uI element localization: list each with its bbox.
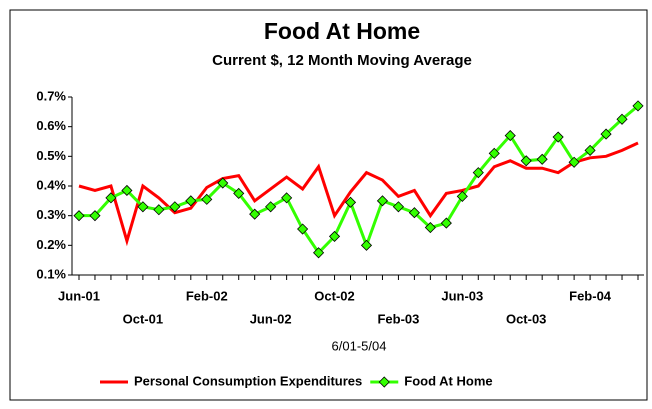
- series-marker: [313, 247, 325, 259]
- x-tick-label: Feb-03: [377, 311, 419, 326]
- x-tick-label: Jun-01: [58, 288, 100, 303]
- x-tick-label: Oct-03: [506, 311, 546, 326]
- series-marker: [185, 195, 197, 207]
- series-marker: [488, 147, 500, 159]
- series-marker: [632, 100, 644, 112]
- series-marker: [297, 223, 309, 235]
- series-marker: [536, 153, 548, 165]
- series-marker: [376, 195, 389, 207]
- series-marker: [137, 201, 149, 213]
- legend-label: Personal Consumption Expenditures: [134, 373, 362, 388]
- chart-subtitle: Current $, 12 Month Moving Average: [212, 52, 472, 69]
- y-tick-label: 0.3%: [36, 207, 66, 222]
- series-marker: [600, 128, 612, 140]
- chart-title: Food At Home: [264, 18, 420, 44]
- x-tick-label: Oct-02: [314, 288, 354, 303]
- series-marker: [424, 221, 436, 234]
- series-marker: [520, 155, 532, 167]
- series-marker: [552, 131, 564, 143]
- series-marker: [440, 217, 452, 229]
- series-marker: [584, 144, 596, 156]
- y-tick-label: 0.1%: [36, 266, 66, 281]
- series-marker: [472, 167, 484, 179]
- legend-item: Food At Home: [370, 373, 493, 388]
- x-tick-label: Oct-01: [123, 311, 163, 326]
- series-marker: [568, 156, 580, 168]
- series-marker: [616, 113, 628, 125]
- series-line: [78, 141, 639, 247]
- series-marker: [344, 196, 357, 208]
- series-marker: [281, 192, 293, 204]
- series-marker: [504, 130, 516, 142]
- series-marker: [73, 210, 85, 222]
- series-marker: [217, 177, 229, 189]
- y-tick-label: 0.6%: [36, 118, 66, 133]
- series-marker: [265, 201, 277, 213]
- series-marker: [408, 207, 420, 219]
- x-tick-label: Feb-02: [186, 288, 228, 303]
- series-marker: [105, 192, 117, 204]
- series-marker: [249, 208, 261, 220]
- y-tick-label: 0.4%: [36, 177, 66, 192]
- y-tick-label: 0.2%: [36, 237, 66, 252]
- x-axis-label: 6/01-5/04: [332, 338, 387, 353]
- x-tick-label: Jun-02: [250, 311, 292, 326]
- y-tick-label: 0.7%: [36, 88, 66, 103]
- series-marker: [201, 193, 213, 205]
- series-marker: [121, 184, 133, 197]
- y-tick-label: 0.5%: [36, 148, 66, 163]
- series-marker: [233, 187, 245, 199]
- series-marker: [328, 230, 341, 242]
- series-marker: [89, 210, 101, 222]
- series-marker: [456, 190, 468, 202]
- series-marker: [169, 201, 181, 213]
- series-marker: [153, 204, 165, 216]
- x-tick-label: Feb-04: [569, 288, 612, 303]
- x-tick-label: Jun-03: [441, 288, 483, 303]
- legend-marker: [378, 376, 390, 388]
- legend-label: Food At Home: [404, 373, 492, 388]
- series-marker: [392, 201, 404, 213]
- legend-item: Personal Consumption Expenditures: [100, 373, 362, 388]
- series-marker: [360, 239, 373, 251]
